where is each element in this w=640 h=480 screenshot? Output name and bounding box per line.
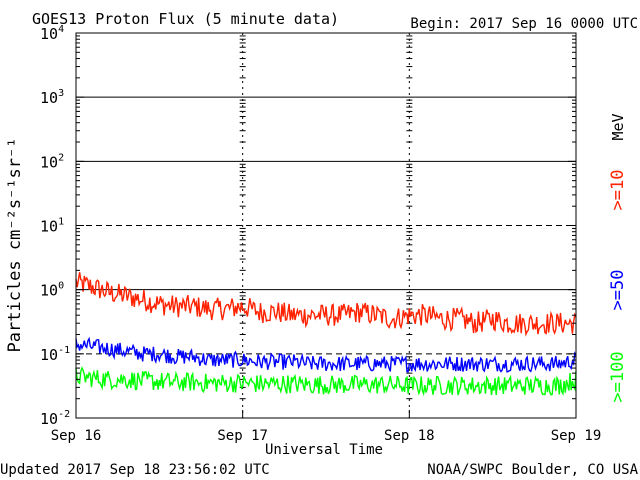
y-tick-label: 104: [40, 24, 64, 43]
y-tick-label: 103: [40, 88, 64, 107]
legend: MeV >=10 >=50 >=100: [608, 113, 628, 402]
y-tick-label: 10-2: [40, 409, 70, 428]
updated-timestamp: Updated 2017 Sep 18 23:56:02 UTC: [0, 462, 270, 478]
series-line: [75, 366, 577, 397]
chart-title: GOES13 Proton Flux (5 minute data): [32, 10, 339, 28]
source-credit: NOAA/SWPC Boulder, CO USA: [427, 462, 638, 478]
x-tick-label: Sep 16: [51, 428, 102, 444]
series-layer: [75, 272, 577, 397]
x-axis-label: Universal Time: [265, 442, 383, 458]
y-tick-label: 101: [40, 217, 64, 236]
x-tick-label: Sep 18: [384, 428, 435, 444]
series-line: [75, 272, 577, 337]
x-tick-label: Sep 19: [551, 428, 602, 444]
x-tick-labels: Sep 16 Sep 17 Sep 18 Sep 19: [51, 428, 602, 444]
y-axis-label: Particles cm⁻²s⁻¹sr⁻¹: [5, 138, 25, 353]
legend-entry: >=100: [608, 351, 628, 402]
y-tick-labels: 10-2 10-1 100 101 102 103 104: [40, 24, 70, 428]
y-tick-label: 100: [40, 281, 64, 300]
legend-entry: >=50: [608, 270, 628, 311]
x-tick-label: Sep 17: [217, 428, 268, 444]
begin-label: Begin: 2017 Sep 16 0000 UTC: [410, 16, 638, 32]
y-tick-label: 102: [40, 152, 64, 171]
legend-unit: MeV: [609, 113, 627, 140]
series-line: [75, 336, 577, 373]
legend-entry: >=10: [608, 170, 628, 211]
y-tick-label: 10-1: [40, 345, 70, 364]
frame-layer: [75, 32, 577, 419]
